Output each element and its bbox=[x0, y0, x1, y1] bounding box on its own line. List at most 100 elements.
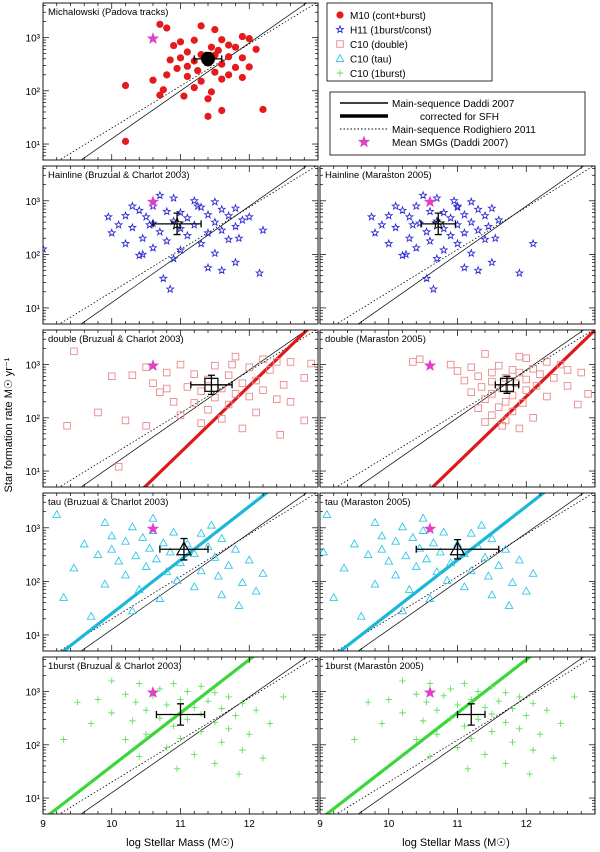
rodighiero-2011-line bbox=[58, 330, 318, 487]
data-point bbox=[173, 64, 181, 73]
legend-marker bbox=[357, 135, 371, 148]
data-point bbox=[142, 707, 150, 714]
data-point bbox=[445, 213, 456, 222]
data-point bbox=[245, 363, 253, 372]
data-point bbox=[508, 391, 517, 400]
symbol-legend-frame bbox=[326, 2, 493, 82]
data-point bbox=[408, 220, 418, 229]
data-point bbox=[170, 722, 177, 730]
data-point bbox=[468, 735, 475, 742]
data-point bbox=[189, 582, 199, 591]
data-point bbox=[134, 205, 144, 215]
y-axis-label: Star formation rate M☉ yr⁻¹ bbox=[3, 357, 15, 492]
data-point bbox=[238, 54, 246, 62]
data-point bbox=[183, 383, 192, 391]
data-point bbox=[59, 592, 69, 601]
mean-smg-star bbox=[146, 522, 160, 535]
data-point bbox=[74, 699, 81, 706]
data-point bbox=[468, 696, 475, 703]
legend-label: Main-sequence Rodighiero 2011 bbox=[392, 125, 536, 136]
data-point bbox=[254, 268, 265, 278]
data-point bbox=[435, 547, 445, 556]
data-point bbox=[390, 201, 401, 211]
data-point bbox=[300, 374, 309, 382]
plot-area bbox=[335, 166, 595, 324]
data-point bbox=[439, 527, 449, 536]
panel-title: 1burst (Bruzual & Charlot 2003) bbox=[48, 661, 182, 672]
data-point bbox=[136, 680, 143, 687]
data-point bbox=[94, 696, 102, 703]
data-point bbox=[108, 677, 115, 685]
data-point bbox=[454, 744, 461, 751]
data-point bbox=[122, 691, 129, 698]
data-point bbox=[176, 411, 185, 419]
data-point bbox=[136, 753, 143, 760]
data-point bbox=[114, 556, 124, 565]
data-point bbox=[488, 368, 496, 377]
data-point bbox=[156, 91, 164, 99]
daddi-2007-line bbox=[80, 657, 308, 814]
data-point bbox=[460, 376, 469, 385]
data-point bbox=[218, 705, 225, 712]
data-point bbox=[446, 557, 456, 567]
data-point bbox=[218, 60, 226, 68]
x-tick-label: 11 bbox=[452, 819, 463, 830]
sfh-corrected-line bbox=[430, 330, 595, 487]
panel-title: Hainline (Bruzual & Charlot 2003) bbox=[48, 170, 190, 181]
mean-marker bbox=[449, 541, 466, 556]
data-point bbox=[224, 400, 233, 409]
x-axis-label-left: log Stellar Mass (M☉) bbox=[126, 837, 234, 849]
data-point bbox=[182, 539, 192, 548]
data-point bbox=[156, 20, 164, 28]
data-point bbox=[177, 696, 184, 703]
data-point bbox=[428, 284, 439, 294]
data-point bbox=[488, 411, 496, 419]
rodighiero-2011-line bbox=[58, 166, 318, 324]
data-point bbox=[474, 372, 482, 381]
symbol-legend: M10 (cont+burst) H11 (1burst/const) C10 (d… bbox=[326, 2, 493, 82]
mean-error-bars bbox=[420, 212, 457, 236]
data-point bbox=[428, 538, 439, 547]
data-point bbox=[182, 213, 193, 222]
panel-michalowski: 10¹ 10² 10³ Michalowski (Padova tracks) bbox=[26, 2, 319, 161]
data-point bbox=[329, 592, 339, 601]
data-point bbox=[252, 45, 260, 53]
data-point bbox=[134, 584, 144, 593]
data-point bbox=[364, 699, 372, 706]
panel-title: Michalowski (Padova tracks) bbox=[48, 7, 168, 18]
data-point bbox=[175, 207, 186, 217]
daddi-2007-line bbox=[80, 3, 308, 160]
data-point bbox=[183, 72, 191, 81]
panel-frame bbox=[42, 2, 319, 161]
daddi-2007-line bbox=[357, 493, 585, 651]
daddi-2007-line bbox=[80, 493, 308, 651]
data-point bbox=[409, 358, 417, 366]
data-point bbox=[138, 532, 148, 541]
panel-tau-bc03: 10¹ 10² 10³ tau (Bruzual & Charlot 2003) bbox=[26, 492, 319, 652]
data-point bbox=[259, 355, 267, 364]
data-point bbox=[356, 611, 366, 620]
mean-error-bars bbox=[159, 537, 209, 561]
data-point bbox=[217, 204, 227, 214]
data-point bbox=[121, 81, 130, 90]
data-point bbox=[454, 701, 461, 709]
data-point bbox=[211, 26, 219, 34]
mean-error-bars bbox=[152, 212, 202, 236]
data-point bbox=[127, 201, 138, 211]
data-point bbox=[466, 217, 476, 227]
data-point bbox=[127, 222, 138, 232]
data-point bbox=[169, 398, 178, 406]
data-point bbox=[280, 693, 287, 701]
data-point bbox=[231, 390, 240, 398]
data-point bbox=[69, 563, 79, 572]
data-point bbox=[196, 565, 206, 575]
x-tick-label: 9 bbox=[317, 819, 323, 830]
data-point bbox=[239, 746, 246, 754]
data-point bbox=[197, 728, 205, 735]
data-point bbox=[504, 600, 514, 609]
legend-marker bbox=[335, 53, 345, 62]
data-point bbox=[231, 43, 240, 51]
data-point bbox=[515, 352, 524, 361]
data-point bbox=[522, 354, 531, 362]
data-point bbox=[584, 390, 592, 398]
